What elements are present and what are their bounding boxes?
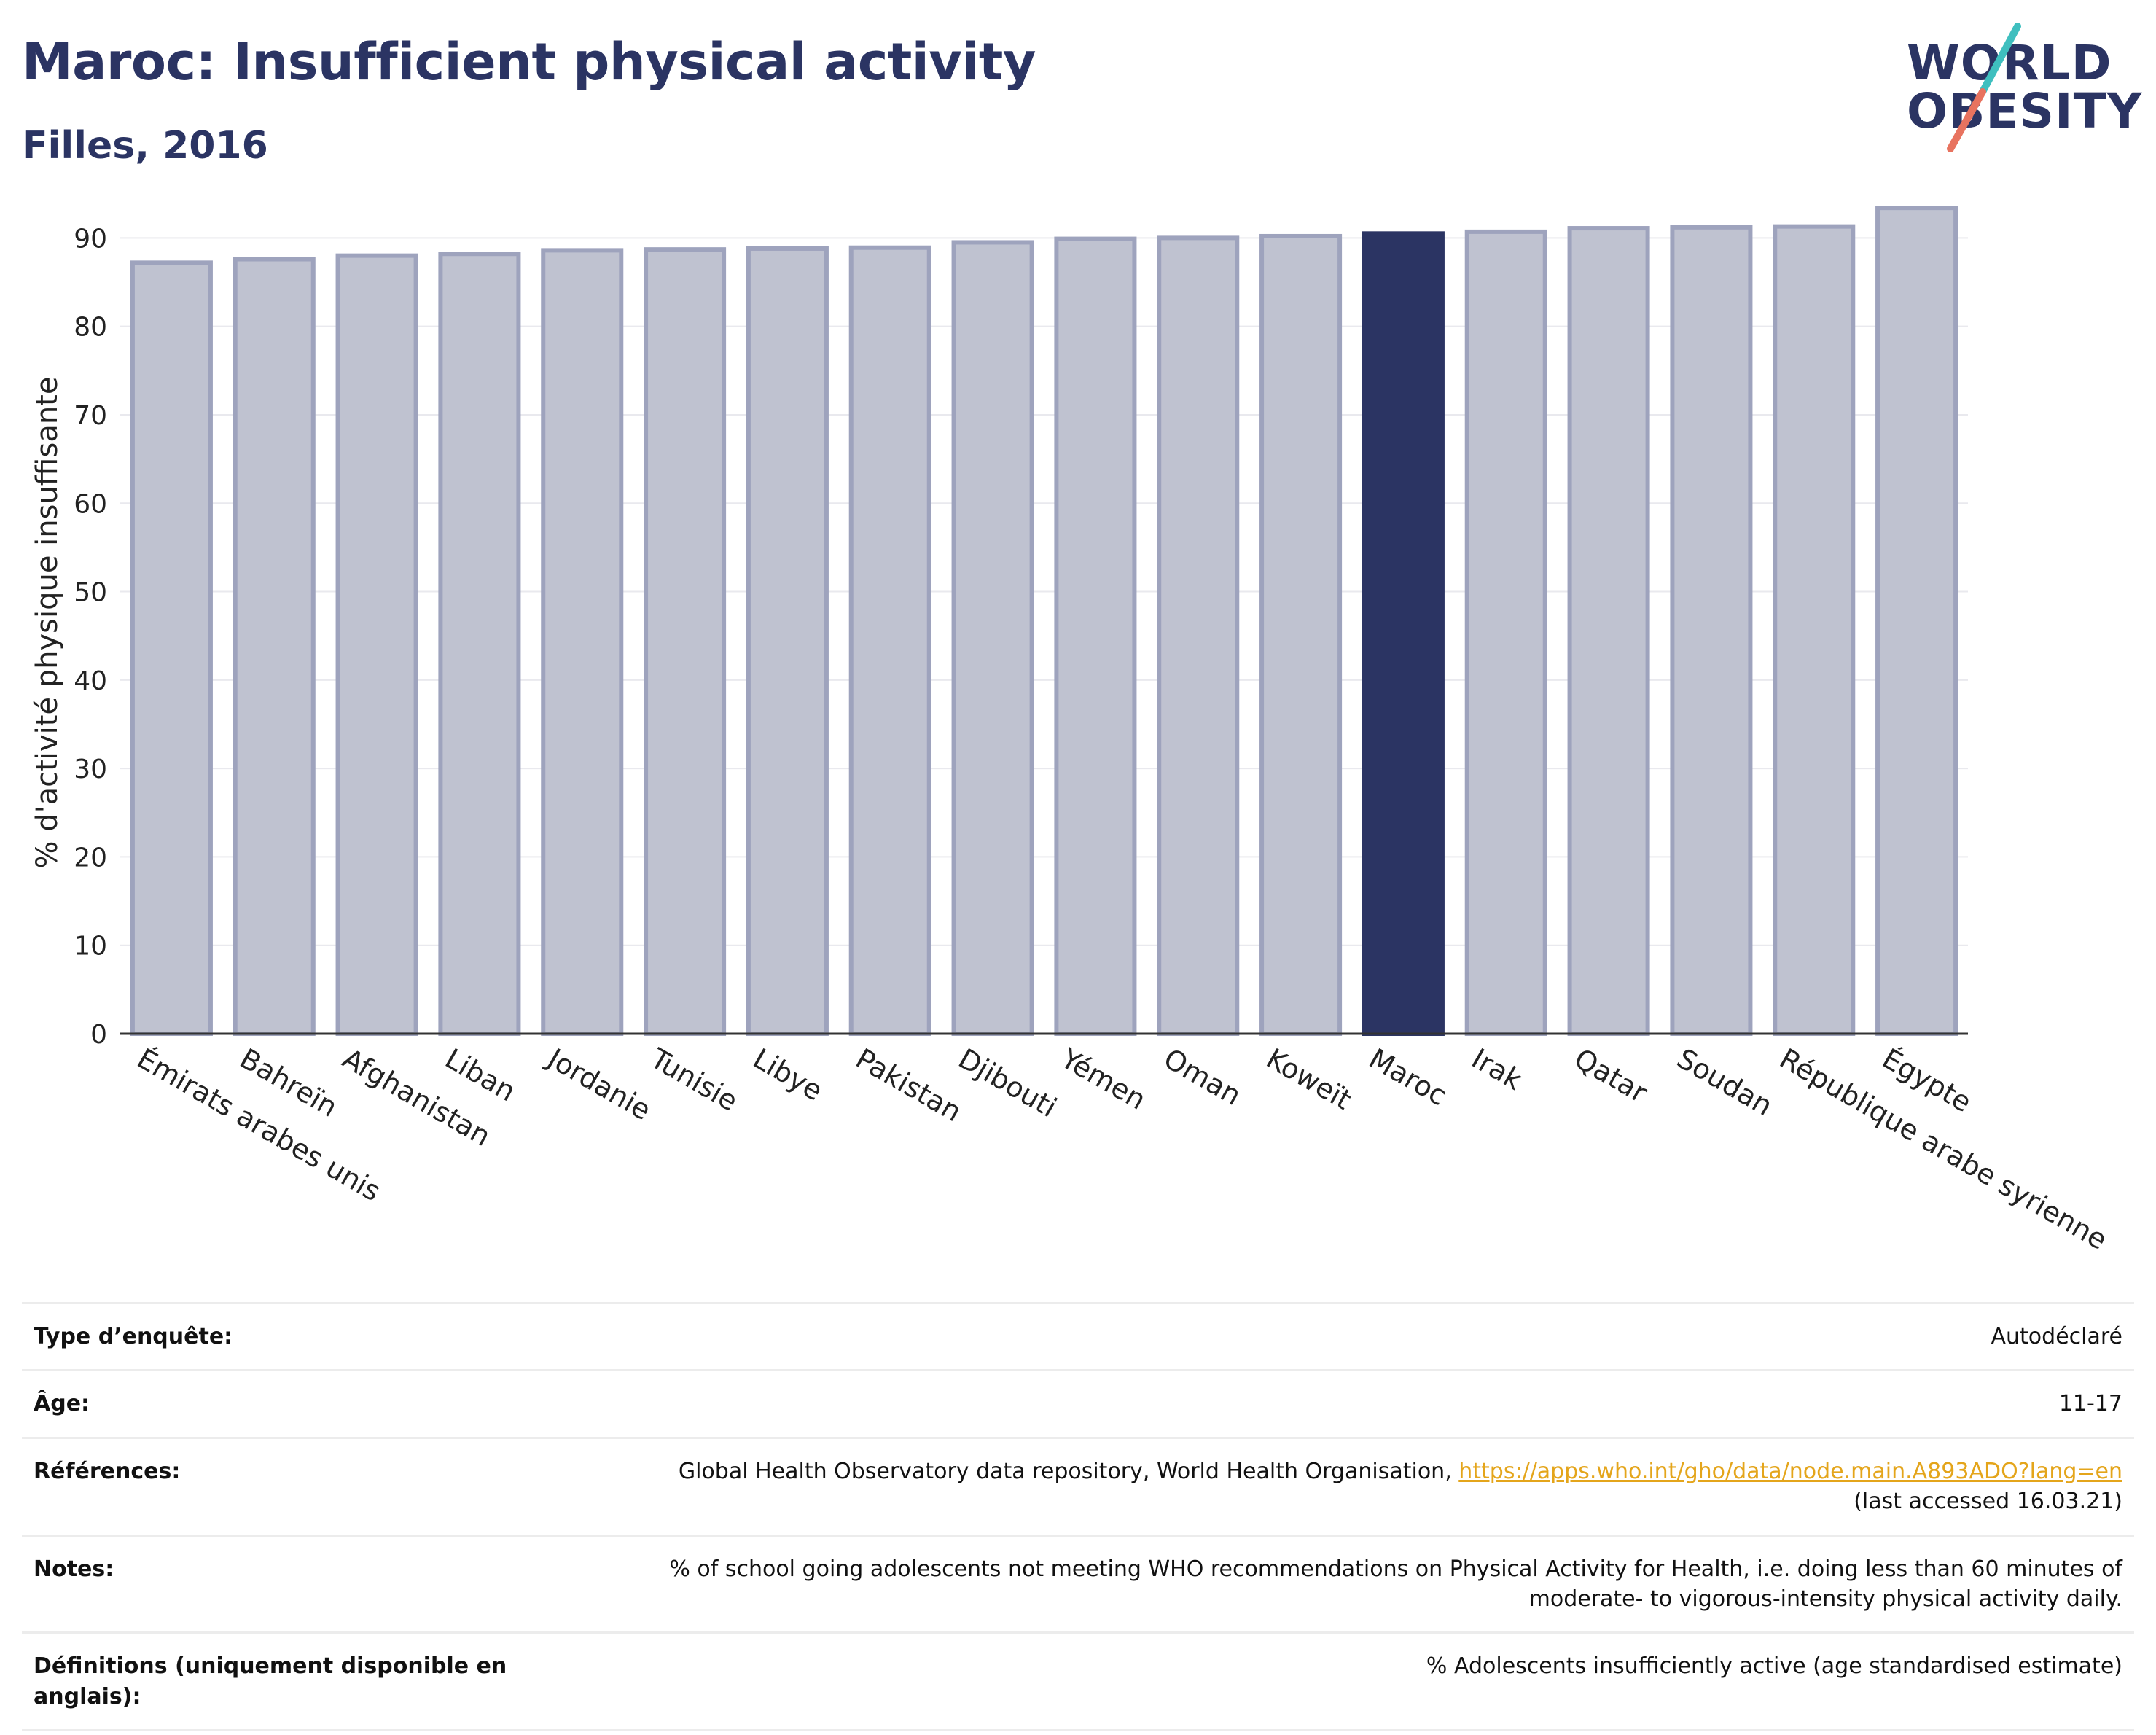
y-axis-title: % d'activité physique insuffisante [31,377,64,869]
bar-émirats-arabes-unis [130,260,213,1036]
age-value: 11-17 [2058,1391,2122,1417]
y-axis: 0 10 20 30 40 50 60 70 80 90 [74,224,107,1050]
references-value: Global Health Observatory data repositor… [541,1438,2134,1535]
bars [130,206,1958,1037]
y-tick-label: 70 [74,401,107,431]
survey-type-label: Type d’enquête: [34,1324,233,1349]
x-tick-label: Oman [1158,1042,1246,1112]
age-label: Âge: [34,1391,90,1417]
x-tick-label: Qatar [1569,1042,1653,1110]
x-tick-label: Libye [748,1042,828,1107]
bar-tunisie [644,247,727,1037]
bar-jordanie [541,248,624,1036]
x-axis: Émirats arabes unisBahreïnAfghanistanLib… [120,1032,2112,1256]
bar-yémen [1054,236,1137,1037]
bar-irak [1464,229,1547,1037]
y-tick-label: 40 [74,666,107,696]
table-row: Type d’enquête: Autodéclaré [22,1303,2134,1371]
table-row: Âge: 11-17 [22,1370,2134,1438]
y-tick-label: 90 [74,224,107,254]
bar-pakistan [848,245,931,1037]
x-tick-label: Yémen [1055,1042,1152,1116]
notes-text-line-1: % of school going adolescents not meetin… [669,1556,2122,1582]
bar-djibouti [951,240,1034,1036]
definitions-label: Définitions (uniquement disponible en an… [34,1653,507,1709]
x-tick-label: Irak [1466,1042,1528,1096]
survey-type-value: Autodéclaré [1991,1324,2123,1349]
y-tick-label: 0 [90,1020,107,1050]
y-tick-label: 50 [74,578,107,608]
y-tick-label: 60 [74,489,107,519]
bar-chart: 0 10 20 30 40 50 60 70 80 90 Émirats arabes unisB… [31,206,2112,1256]
reference-link[interactable]: https://apps.who.int/gho/data/node.main.… [1458,1458,2122,1484]
bar-qatar [1567,226,1650,1036]
definitions-value: % Adolescents insufficiently active (age… [1426,1653,2122,1680]
x-tick-label: Djibouti [953,1042,1063,1124]
x-tick-label: Jordanie [542,1042,657,1127]
notes-text-line-2: moderate- to vigorous-intensity physical… [1528,1586,2122,1612]
bar-koweït [1259,233,1343,1036]
x-tick-label: Koweït [1261,1042,1356,1116]
logo-slash-icon [1947,23,2021,152]
table-row: Définitions (uniquement disponible en an… [22,1632,2134,1731]
bar-égypte [1875,206,1958,1036]
notes-value: % of school going adolescents not meetin… [541,1535,2134,1633]
bar-soudan [1670,225,1753,1036]
page-subtitle: Filles, 2016 [22,124,268,168]
references-label: Références: [34,1458,181,1484]
bar-bahreïn [233,257,316,1036]
logo-line-2: OBESITY [1907,83,2143,139]
y-tick-label: 10 [74,932,107,962]
bar-oman [1157,235,1240,1037]
x-tick-label: Liban [440,1042,520,1108]
bar-libye [746,246,829,1037]
bar-liban [438,252,521,1036]
world-obesity-logo: WORLD OBESITY [1895,15,2143,160]
notes-label: Notes: [34,1556,114,1582]
x-tick-label: Soudan [1671,1042,1778,1123]
metadata-table: Type d’enquête: Autodéclaré Âge: 11-17 R… [22,1302,2134,1731]
x-tick-label: Pakistan [851,1042,967,1128]
grid-lines [120,237,1968,1034]
y-tick-label: 20 [74,843,107,873]
y-tick-label: 80 [74,313,107,343]
table-row: Références: Global Health Observatory da… [22,1438,2134,1536]
table-row: Notes: % of school going adolescents not… [22,1535,2134,1633]
x-tick-label: Maroc [1364,1042,1453,1112]
references-text: Global Health Observatory data repositor… [678,1458,1459,1484]
bar-maroc [1362,231,1445,1036]
references-accessed: (last accessed 16.03.21) [1854,1489,2122,1515]
bar-afghanistan [335,253,418,1037]
page-title: Maroc: Insufficient physical activity [22,32,1036,92]
y-tick-label: 30 [74,755,107,784]
x-tick-label: Tunisie [644,1042,743,1118]
bar-république-arabe-syrienne [1773,224,1856,1036]
